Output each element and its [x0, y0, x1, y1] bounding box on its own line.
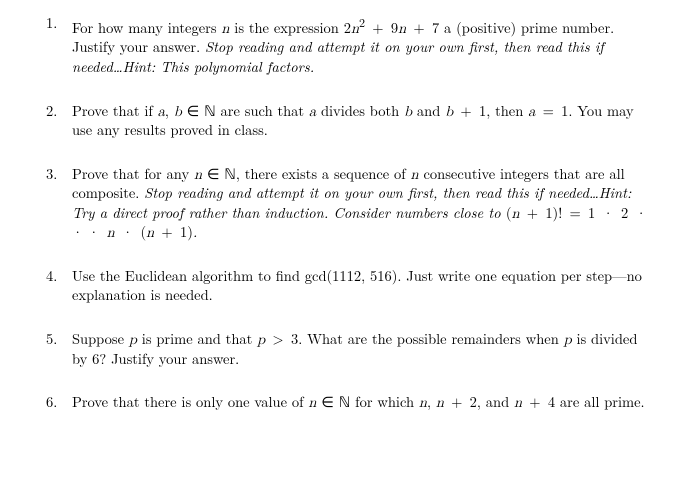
problem-item-3: Prove that for any n ∈ ℕ, there exists a…	[46, 165, 654, 243]
problem-body: Suppose p is prime and that p > 3. What …	[72, 329, 637, 369]
problem-item-2: Prove that if a, b ∈ ℕ are such that a d…	[46, 102, 654, 141]
problem-item-5: Suppose p is prime and that p > 3. What …	[46, 330, 654, 369]
problem-body: Use the Euclidean algorithm to find gcd(…	[72, 266, 642, 306]
problem-item-6: Prove that there is only one value of n …	[46, 393, 654, 413]
problem-item-1: For how many integers n is the expressio…	[46, 14, 654, 78]
problem-item-4: Use the Euclidean algorithm to find gcd(…	[46, 267, 654, 306]
problem-list: For how many integers n is the expressio…	[46, 14, 654, 413]
problem-body: For how many integers n is the expressio…	[72, 18, 614, 77]
problem-body: Prove that for any n ∈ ℕ, there exists a…	[72, 164, 647, 243]
problem-body: Prove that there is only one value of n …	[72, 392, 645, 412]
problem-body: Prove that if a, b ∈ ℕ are such that a d…	[72, 101, 634, 141]
